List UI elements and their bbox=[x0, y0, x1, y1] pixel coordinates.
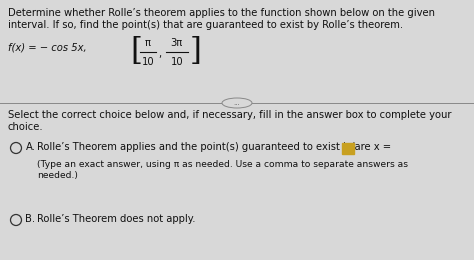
Text: choice.: choice. bbox=[8, 122, 44, 132]
Text: 10: 10 bbox=[171, 57, 183, 67]
FancyBboxPatch shape bbox=[342, 142, 354, 153]
Text: ,: , bbox=[158, 49, 162, 59]
Text: 10: 10 bbox=[142, 57, 155, 67]
Text: (Type an exact answer, using π as needed. Use a comma to separate answers as: (Type an exact answer, using π as needed… bbox=[37, 160, 409, 169]
Text: Select the correct choice below and, if necessary, fill in the answer box to com: Select the correct choice below and, if … bbox=[8, 110, 452, 120]
Text: ]: ] bbox=[190, 36, 202, 68]
Text: Rolle’s Theorem does not apply.: Rolle’s Theorem does not apply. bbox=[37, 214, 196, 224]
Text: ...: ... bbox=[234, 100, 240, 106]
Text: 3π: 3π bbox=[170, 38, 182, 48]
Text: Rolle’s Theorem applies and the point(s) guaranteed to exist is/are x =: Rolle’s Theorem applies and the point(s)… bbox=[37, 142, 392, 152]
Text: f(x) = − cos 5x,: f(x) = − cos 5x, bbox=[8, 42, 87, 52]
Text: A.: A. bbox=[26, 142, 36, 152]
Text: π: π bbox=[145, 38, 151, 48]
Text: interval. If so, find the point(s) that are guaranteed to exist by Rolle’s theor: interval. If so, find the point(s) that … bbox=[8, 20, 403, 30]
Text: Determine whether Rolle’s theorem applies to the function shown below on the giv: Determine whether Rolle’s theorem applie… bbox=[8, 8, 435, 18]
Ellipse shape bbox=[222, 98, 252, 108]
Text: needed.): needed.) bbox=[37, 171, 78, 180]
Text: [: [ bbox=[130, 36, 142, 68]
Text: B.: B. bbox=[26, 214, 36, 224]
